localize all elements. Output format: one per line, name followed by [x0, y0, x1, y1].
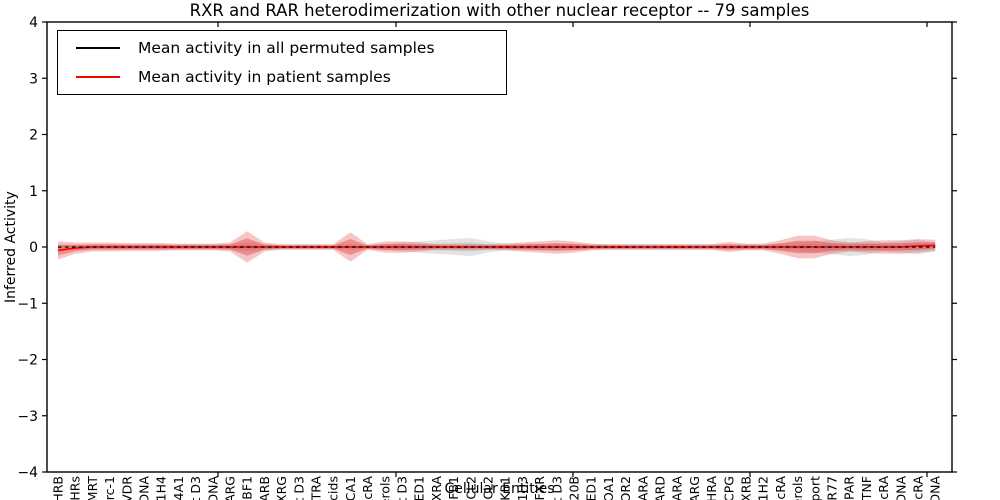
- x-tick-label: NR4A1: [171, 476, 186, 500]
- x-tick-label: PPARA: [635, 476, 650, 500]
- x-tick-label: RXRG: [274, 476, 289, 500]
- x-tick-label: NCOA1: [601, 476, 616, 500]
- x-tick-label: THRA: [704, 476, 719, 500]
- x-tick-label: RARs/THRs/DNA/Src-1: [102, 476, 117, 500]
- x-tick-label: SREBF1: [240, 476, 255, 500]
- x-tick-label: mol:ATRA: [309, 476, 324, 500]
- x-tick-label: VDR/VDR/Vit D3: [188, 476, 203, 500]
- y-tick-label: −4: [17, 465, 38, 481]
- x-tick-label: VDR/Vit D3/DNA: [205, 476, 220, 500]
- x-tick-label: NR1H3: [515, 476, 530, 500]
- x-tick-label: THRB: [51, 476, 66, 500]
- x-tick-label: PPARG: [223, 476, 238, 500]
- x-tick-label: ABCA1: [343, 476, 358, 500]
- y-tick-label: −3: [17, 409, 38, 425]
- x-tick-label: TNF: [859, 476, 874, 500]
- x-tick-label: mol:Oxysterols: [377, 476, 392, 500]
- x-tick-label: RXRs/LXRs/DNA/Oxysterols: [790, 476, 805, 500]
- x-tick-label: VDR: [119, 476, 134, 500]
- legend: Mean activity in all permuted samples Mea…: [57, 30, 507, 95]
- x-tick-label: RXRA: [429, 476, 444, 500]
- x-tick-label: MED1: [584, 476, 599, 500]
- x-tick-label: RXRs/NUR77/BCL2: [463, 476, 478, 500]
- x-tick-label: RXRs/VDR/DNA/Vit D3: [549, 476, 564, 500]
- legend-entry: Mean activity in all permuted samples: [58, 35, 506, 61]
- chart-title: RXR and RAR heterodimerization with othe…: [189, 1, 810, 20]
- x-axis-title: Cellular Entities: [444, 481, 555, 497]
- x-tick-label: RXRs/NUR77: [825, 476, 840, 500]
- y-tick-label: 2: [29, 128, 38, 144]
- x-tick-label: RPS6KB1: [498, 476, 513, 500]
- x-tick-label: mol:Vit D3: [291, 476, 306, 500]
- x-tick-label: RXRB: [739, 476, 754, 500]
- x-tick-label: NR1H2: [756, 476, 771, 500]
- legend-label: Mean activity in patient samples: [138, 67, 391, 86]
- y-tick-label: 3: [29, 71, 38, 87]
- x-tick-label: RXRs/PPAR/9cRA/PGJ2/DNA: [893, 476, 908, 500]
- x-tick-label: RARB: [257, 476, 272, 500]
- x-tick-label: RXRs/PPAR: [842, 476, 857, 500]
- x-tick-label: NR1H4: [154, 476, 169, 500]
- legend-entry: Mean activity in patient samples: [58, 64, 506, 90]
- legend-line-swatch: [76, 75, 120, 78]
- x-tick-label: NCOR2: [618, 476, 633, 500]
- y-tick-label: −1: [17, 296, 38, 312]
- x-tick-label: RXRs/FXR: [532, 476, 547, 500]
- x-tick-label: RXRs/LXRs/DNA/9cRA: [876, 476, 891, 500]
- y-axis-title: Inferred Activity: [3, 191, 19, 303]
- x-tick-label: cholesterol transport: [807, 476, 822, 500]
- x-tick-label: PPARD: [653, 476, 668, 500]
- x-tick-label: RARs/THRs: [68, 476, 83, 500]
- y-tick-label: 1: [29, 184, 38, 200]
- legend-label: Mean activity in all permuted samples: [138, 39, 435, 58]
- x-tick-label: mol:Bile acids: [326, 476, 341, 500]
- y-tick-label: 4: [29, 15, 38, 31]
- x-tick-label: RXRs/FXR/9cRA/MED1: [412, 476, 427, 500]
- x-tick-label: RXRs/LXRs/DNA: [928, 476, 943, 500]
- y-tick-label: −2: [17, 353, 38, 369]
- x-tick-label: RXR alpha/CCPG: [721, 476, 736, 500]
- y-tick-label: 0: [29, 240, 38, 256]
- x-tick-label: TGFB1: [446, 476, 461, 500]
- x-tick-label: RARs/VDR/DNA/Vit D3: [395, 476, 410, 500]
- x-tick-label: RARs/THRs/DNA/SMRT: [85, 476, 100, 500]
- x-tick-label: RARs/RARs/DNA/9cRA: [773, 476, 788, 500]
- x-tick-label: RARA: [670, 476, 685, 500]
- x-tick-label: RXRs/RXRs/DNA/9cRA: [911, 476, 926, 500]
- legend-line-swatch: [76, 47, 120, 50]
- x-tick-label: VDR/VDR/DNA: [137, 476, 152, 500]
- x-tick-label: RARG: [687, 476, 702, 500]
- x-tick-label: mol:9cRA: [360, 476, 375, 500]
- x-tick-label: FAM120B: [567, 476, 582, 500]
- x-tick-label: BCL2: [481, 476, 496, 500]
